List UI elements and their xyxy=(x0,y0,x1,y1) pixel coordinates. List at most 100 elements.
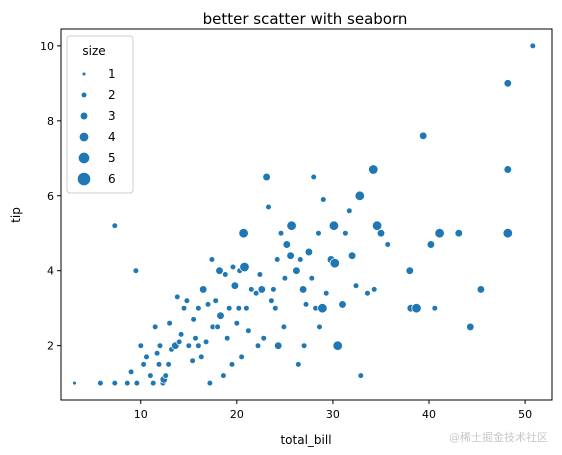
legend-label: 1 xyxy=(108,67,116,81)
legend-marker xyxy=(80,91,88,99)
scatter-point xyxy=(315,229,322,237)
scatter-point xyxy=(338,300,347,309)
scatter-point xyxy=(220,372,227,379)
scatter-point xyxy=(354,190,365,201)
scatter-point xyxy=(183,297,191,304)
scatter-point xyxy=(426,240,436,249)
scatter-point xyxy=(328,220,339,231)
scatter-point xyxy=(364,290,371,297)
y-tick-label: 6 xyxy=(47,190,54,203)
scatter-point xyxy=(208,256,216,263)
y-tick-label: 10 xyxy=(40,40,54,53)
scatter-point xyxy=(174,293,181,301)
scatter-point xyxy=(147,372,154,379)
legend-entries: 1 2 3 4 5 6 xyxy=(76,67,116,187)
scatter-point xyxy=(212,297,219,304)
legend-marker xyxy=(78,131,90,143)
scatter-point xyxy=(300,342,308,349)
scatter-point xyxy=(132,267,140,274)
scatter-point xyxy=(262,172,271,182)
scatter-point xyxy=(245,327,252,334)
scatter-point xyxy=(503,79,512,88)
scatter-point xyxy=(357,372,364,379)
scatter-point xyxy=(323,290,330,297)
scatter-point xyxy=(162,372,169,379)
scatter-point xyxy=(297,256,304,263)
scatter-point xyxy=(127,368,135,376)
scatter-point xyxy=(230,281,240,290)
scatter-point xyxy=(151,323,159,331)
scatter-point xyxy=(272,305,279,312)
legend-marker xyxy=(77,151,91,165)
scatter-point xyxy=(165,361,172,368)
scatter-point xyxy=(222,271,229,278)
scatter-point xyxy=(195,342,202,349)
scatter-point xyxy=(320,196,327,203)
ticks-layer: 10 20 30 40 50 2 4 6 8 10 xyxy=(40,40,532,421)
scatter-point xyxy=(72,380,77,386)
scatter-point xyxy=(215,266,224,275)
scatter-point xyxy=(175,338,183,346)
legend-label: 5 xyxy=(108,151,116,165)
scatter-point xyxy=(140,361,147,368)
scatter-point xyxy=(332,340,343,351)
watermark-text: @稀土掘金技术社区 xyxy=(449,431,548,444)
scatter-point xyxy=(268,297,275,304)
scatter-point xyxy=(252,290,260,297)
y-axis-label: tip xyxy=(9,207,23,223)
scatter-point xyxy=(206,379,214,387)
scatter-point xyxy=(214,323,221,331)
legend: size 1 2 3 4 5 6 xyxy=(66,35,134,194)
scatter-point xyxy=(503,165,512,174)
scatter-point xyxy=(277,229,285,237)
scatter-point xyxy=(260,335,267,342)
scatter-point xyxy=(352,282,360,289)
scatter-point xyxy=(156,342,164,349)
scatter-point xyxy=(411,303,422,314)
legend-frame xyxy=(66,35,134,194)
scatter-point xyxy=(405,266,414,275)
y-tick-label: 8 xyxy=(47,115,54,128)
plot-frame xyxy=(60,28,553,401)
scatter-point xyxy=(529,42,537,50)
scatter-point xyxy=(454,229,463,238)
scatter-point xyxy=(228,361,236,368)
scatter-point xyxy=(133,379,141,387)
scatter-point xyxy=(317,303,328,314)
scatter-point xyxy=(195,305,202,312)
scatter-point xyxy=(229,263,237,271)
scatter-point xyxy=(329,258,340,269)
scatter-point xyxy=(202,338,210,346)
scatter-point xyxy=(149,379,157,387)
chart-title: better scatter with seaborn xyxy=(203,10,408,28)
scatter-point xyxy=(376,229,386,238)
points-layer xyxy=(72,42,537,387)
scatter-point xyxy=(97,379,104,387)
scatter-point xyxy=(239,261,250,273)
scatter-point xyxy=(384,241,391,248)
scatter-point xyxy=(295,361,302,368)
scatter-point xyxy=(235,305,242,312)
scatter-point xyxy=(346,207,353,214)
scatter-point xyxy=(192,335,199,342)
scatter-point xyxy=(111,379,119,387)
x-axis-label: total_bill xyxy=(280,433,331,447)
scatter-point xyxy=(371,286,378,293)
scatter-point xyxy=(257,285,266,294)
x-tick-label: 30 xyxy=(326,408,340,421)
scatter-point xyxy=(233,320,240,327)
y-tick-label: 2 xyxy=(47,340,54,353)
scatter-point xyxy=(243,305,250,312)
scatter-point xyxy=(204,301,212,308)
scatter-point xyxy=(347,251,357,260)
scatter-point xyxy=(310,173,317,181)
legend-title: size xyxy=(82,44,105,58)
scatter-point xyxy=(180,305,188,312)
scatter-point xyxy=(137,342,144,349)
scatter-point xyxy=(190,316,197,323)
scatter-point xyxy=(198,353,205,361)
legend-marker xyxy=(81,71,87,77)
scatter-point xyxy=(274,341,283,350)
scatter-point xyxy=(280,323,288,331)
scatter-point xyxy=(281,275,289,282)
